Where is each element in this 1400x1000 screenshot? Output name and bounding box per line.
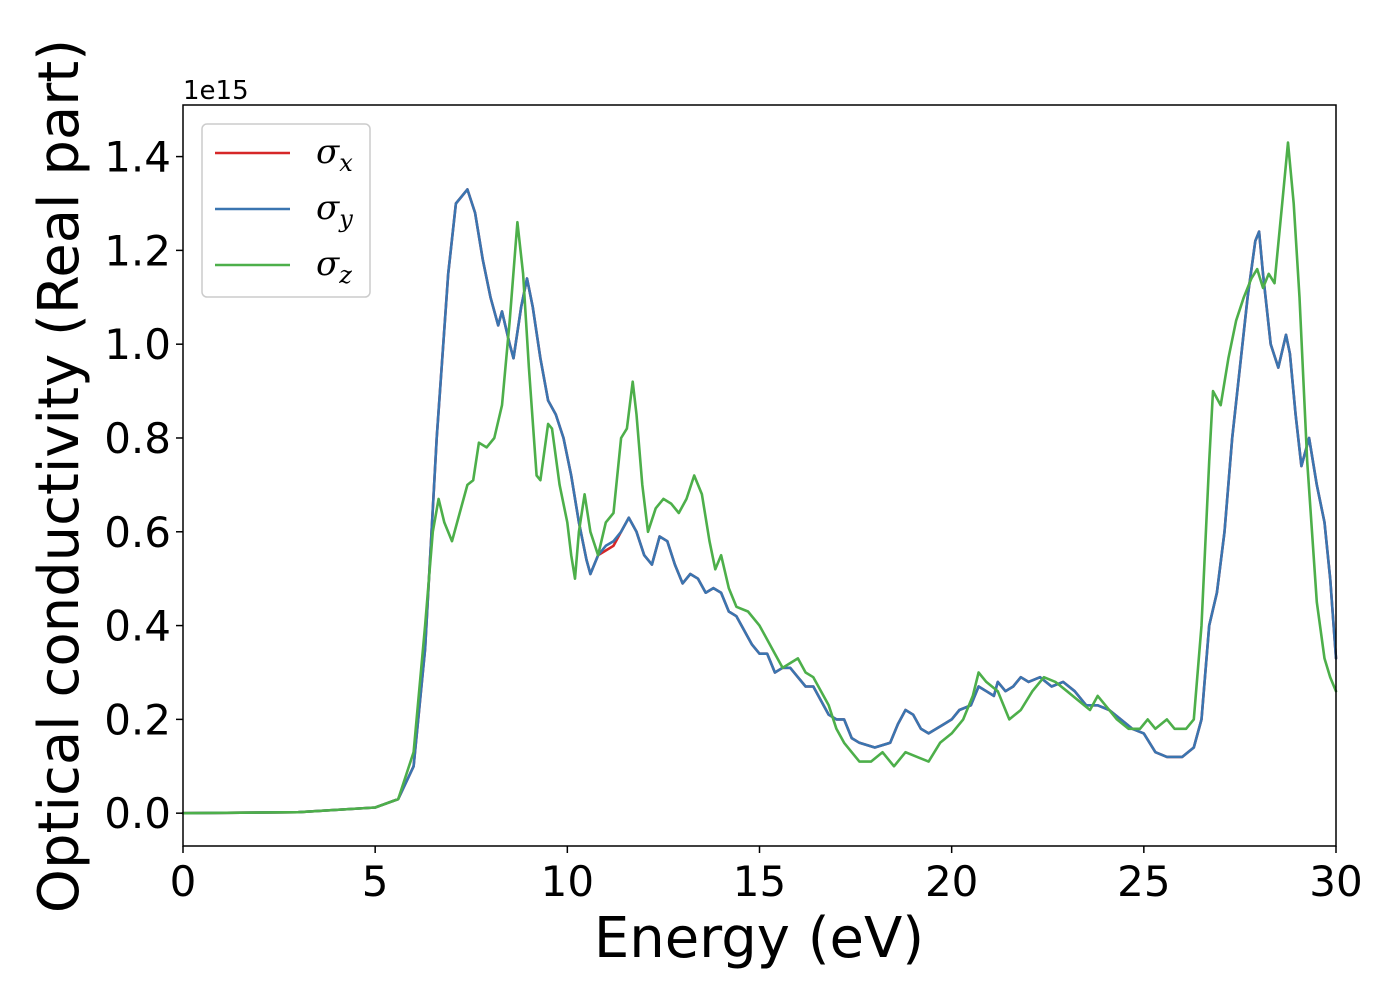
x-tick-label: 15 (733, 857, 786, 906)
x-tick-label: 5 (362, 857, 389, 906)
y-tick-label: 1.2 (104, 226, 171, 275)
y-axis-ticks: 0.0 0.2 0.4 0.6 0.8 1.0 1.2 1.4 (104, 133, 183, 838)
x-tick-label: 25 (1117, 857, 1170, 906)
x-tick-label: 30 (1309, 857, 1362, 906)
y-tick-label: 0.8 (104, 414, 171, 463)
y-tick-label: 0.6 (104, 508, 171, 557)
legend: σx σy σz (201, 123, 371, 298)
y-tick-label: 1.0 (104, 320, 171, 369)
legend-box (201, 123, 371, 298)
y-tick-label: 0.2 (104, 695, 171, 744)
legend-label-y: σy (316, 188, 353, 233)
x-axis-title: Energy (eV) (594, 906, 924, 971)
x-tick-label: 10 (541, 857, 594, 906)
legend-label-x: σx (316, 132, 353, 177)
series-line-z (181, 141, 1338, 815)
x-tick-label: 20 (925, 857, 978, 906)
x-tick-label: 0 (170, 857, 197, 906)
y-tick-label: 1.4 (104, 133, 171, 182)
y-tick-label: 0.4 (104, 602, 171, 651)
y-offset-label: 1e15 (183, 76, 249, 106)
y-axis-title: Optical conductivity (Real part) (27, 39, 92, 913)
x-axis-ticks: 0 5 10 15 20 25 30 (170, 846, 1363, 906)
legend-label-z: σz (316, 244, 352, 289)
y-tick-label: 0.0 (104, 789, 171, 838)
series-lines (181, 141, 1338, 815)
